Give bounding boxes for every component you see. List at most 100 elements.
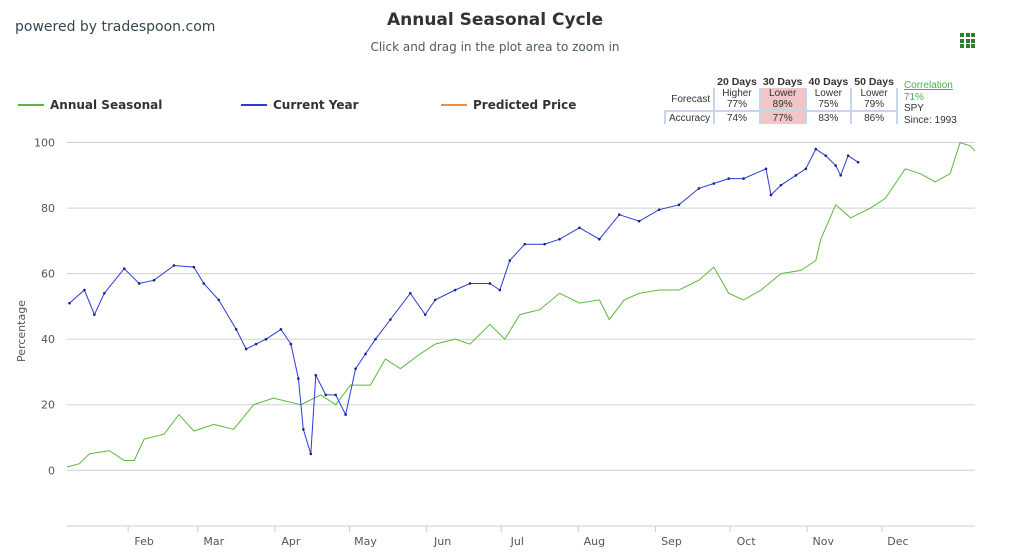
data-point bbox=[523, 242, 527, 246]
data-point bbox=[453, 288, 457, 292]
x-tick-label: Aug bbox=[584, 535, 605, 548]
data-point bbox=[824, 154, 828, 157]
since-year: Since: 1993 bbox=[903, 114, 957, 126]
forecast-label: Forecast bbox=[671, 93, 711, 105]
legend-label: Predicted Price bbox=[473, 98, 577, 112]
legend-item-predicted-price[interactable]: Predicted Price bbox=[441, 98, 576, 112]
data-point bbox=[389, 318, 392, 321]
data-point bbox=[637, 219, 641, 223]
data-point bbox=[468, 282, 472, 285]
data-point bbox=[234, 328, 238, 331]
data-point bbox=[779, 183, 783, 187]
data-point bbox=[344, 413, 347, 416]
series-line-current-year bbox=[69, 148, 859, 455]
data-point bbox=[677, 203, 681, 207]
forecast-cell: Higher 77% bbox=[713, 88, 761, 111]
x-tick-label: Dec bbox=[887, 535, 908, 548]
data-point bbox=[488, 282, 492, 285]
data-point bbox=[578, 226, 581, 230]
data-point bbox=[68, 301, 71, 305]
legend-line-icon bbox=[241, 104, 267, 106]
powered-by-link[interactable]: powered by tradespoon.com bbox=[15, 19, 216, 35]
forecast-cell: Lower 89% bbox=[758, 88, 807, 111]
data-point bbox=[742, 177, 745, 180]
data-point bbox=[598, 237, 601, 241]
accuracy-cell: 86% bbox=[850, 110, 898, 124]
series-line-annual-seasonal bbox=[66, 141, 976, 468]
accuracy-cell: 74% bbox=[713, 110, 761, 124]
symbol: SPY bbox=[903, 103, 924, 114]
forecast-cell: Lower 79% bbox=[850, 88, 898, 111]
forecast-table: 20 Days 30 Days 40 Days 50 Days Forecast… bbox=[663, 76, 898, 124]
data-point bbox=[217, 298, 221, 302]
data-point bbox=[152, 278, 156, 282]
chart-subtitle: Click and drag in the plot area to zoom … bbox=[370, 40, 620, 54]
data-point bbox=[309, 452, 313, 456]
x-tick-label: Oct bbox=[737, 535, 757, 548]
data-point bbox=[137, 282, 141, 285]
data-point bbox=[856, 160, 860, 164]
y-tick-label: 100 bbox=[34, 137, 55, 150]
y-tick-label: 80 bbox=[41, 202, 55, 215]
data-point bbox=[289, 342, 293, 346]
data-point bbox=[324, 393, 328, 397]
y-tick-label: 40 bbox=[41, 333, 55, 346]
data-point bbox=[769, 193, 773, 197]
accuracy-cell: 77% bbox=[758, 110, 807, 124]
data-point bbox=[297, 377, 300, 380]
header-30-days: 30 Days bbox=[762, 76, 803, 88]
data-point bbox=[543, 242, 546, 246]
data-point bbox=[354, 367, 357, 370]
forecast-cell: Lower 75% bbox=[804, 88, 853, 111]
x-tick-label: Feb bbox=[134, 535, 153, 548]
data-point bbox=[423, 313, 427, 316]
legend-line-icon bbox=[441, 104, 467, 106]
y-tick-label: 0 bbox=[48, 464, 55, 477]
data-point bbox=[839, 174, 842, 177]
data-point bbox=[846, 154, 850, 157]
legend-item-current-year[interactable]: Current Year bbox=[241, 98, 359, 112]
accuracy-cell: 83% bbox=[804, 110, 853, 124]
data-point bbox=[279, 328, 283, 331]
legend-item-annual-seasonal[interactable]: Annual Seasonal bbox=[18, 98, 162, 112]
data-point bbox=[334, 393, 337, 397]
header-20-days: 20 Days bbox=[717, 76, 757, 88]
data-point bbox=[192, 265, 196, 269]
data-point bbox=[254, 342, 258, 346]
data-point bbox=[697, 187, 701, 190]
data-point bbox=[764, 167, 768, 171]
x-tick-label: May bbox=[354, 535, 377, 548]
x-tick-label: Nov bbox=[813, 535, 835, 548]
correlation-info: Correlation 71% SPY Since: 1993 bbox=[904, 77, 957, 126]
data-point bbox=[93, 313, 96, 316]
forecast-panel: 20 Days 30 Days 40 Days 50 Days Forecast… bbox=[663, 76, 957, 126]
x-tick-label: Sep bbox=[661, 535, 682, 548]
data-point bbox=[508, 259, 512, 262]
data-point bbox=[103, 292, 106, 295]
data-point bbox=[558, 237, 561, 241]
y-axis-label: Percentage bbox=[15, 300, 28, 362]
data-point bbox=[364, 352, 367, 356]
header-40-days: 40 Days bbox=[808, 76, 849, 88]
correlation-link[interactable]: Correlation bbox=[903, 80, 953, 91]
legend-label: Current Year bbox=[273, 98, 359, 112]
data-point bbox=[794, 174, 798, 177]
data-point bbox=[834, 164, 837, 167]
data-point bbox=[408, 292, 412, 295]
x-tick-label: Apr bbox=[281, 535, 301, 548]
data-point bbox=[374, 337, 377, 341]
data-point bbox=[244, 347, 248, 351]
data-point bbox=[814, 147, 818, 151]
grid-menu-icon[interactable] bbox=[960, 33, 975, 48]
legend-line-icon bbox=[18, 104, 44, 106]
data-point bbox=[264, 337, 268, 341]
x-tick-label: Jun bbox=[433, 535, 451, 548]
data-point bbox=[804, 167, 808, 171]
data-point bbox=[122, 267, 126, 271]
correlation-value: 71% bbox=[903, 91, 924, 103]
data-point bbox=[712, 182, 716, 185]
chart-title: Annual Seasonal Cycle bbox=[386, 10, 604, 30]
x-tick-label: Jul bbox=[510, 535, 524, 548]
accuracy-label: Accuracy bbox=[663, 110, 716, 124]
